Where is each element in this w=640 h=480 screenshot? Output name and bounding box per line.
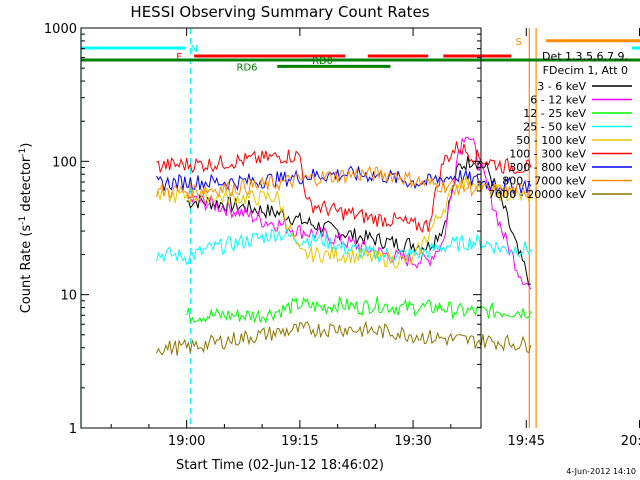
plot-frame (80, 27, 482, 429)
flag-label: RD6 (237, 62, 258, 73)
flag-label: N (190, 44, 197, 55)
data-series-line (186, 136, 532, 290)
data-series-line (186, 296, 532, 324)
data-series-line (156, 165, 532, 195)
legend-entry: 800 - 7000 keV (502, 175, 586, 188)
y-axis-label: Count Rate (s-1 detector-1) (18, 143, 34, 314)
legend-entry: 25 - 50 keV (523, 121, 586, 134)
x-tick-label: 20:00 (621, 434, 640, 449)
flag-label: S (516, 37, 522, 48)
instrument-flags: NF RD0 RD6 S (81, 37, 640, 73)
y-tick-label: 100 (52, 155, 77, 170)
data-series-line (156, 320, 532, 356)
legend-entry: 6 - 12 keV (530, 94, 586, 107)
x-axis-label: Start Time (02-Jun-12 18:46:02) (176, 458, 384, 473)
x-tick-label: 19:00 (168, 434, 205, 449)
flag-label: RD0 (312, 56, 333, 67)
data-series-line (156, 165, 532, 199)
legend-entry: 7000 - 20000 keV (488, 188, 586, 201)
data-series-line (156, 141, 532, 233)
legend-entry: 300 - 800 keV (509, 161, 586, 174)
x-tick-label: 19:15 (281, 434, 318, 449)
y-tick-label: 1000 (44, 22, 77, 37)
legend: Det 1,3,5,6,7,9,FDecim 1, Att 0 3 - 6 keV… (488, 50, 632, 201)
y-tick-label: 1 (69, 422, 77, 437)
legend-header: Det 1,3,5,6,7,9, (542, 50, 628, 63)
legend-entry: 100 - 300 keV (509, 148, 586, 161)
data-series-line (156, 227, 532, 266)
flag-label: F (176, 52, 182, 63)
date-stamp: 4-Jun-2012 14:10 (566, 467, 636, 476)
legend-entry: 50 - 100 keV (516, 134, 586, 147)
x-tick-label: 19:45 (508, 434, 545, 449)
x-tick-label: 19:30 (394, 434, 431, 449)
data-series-line (186, 155, 531, 285)
series-layer (156, 136, 532, 356)
chart-title: HESSI Observing Summary Count Rates (130, 3, 429, 21)
y-tick-label: 10 (60, 289, 77, 304)
legend-entry: 3 - 6 keV (537, 80, 586, 93)
legend-entry: 12 - 25 keV (523, 107, 586, 120)
legend-header: FDecim 1, Att 0 (543, 64, 628, 77)
